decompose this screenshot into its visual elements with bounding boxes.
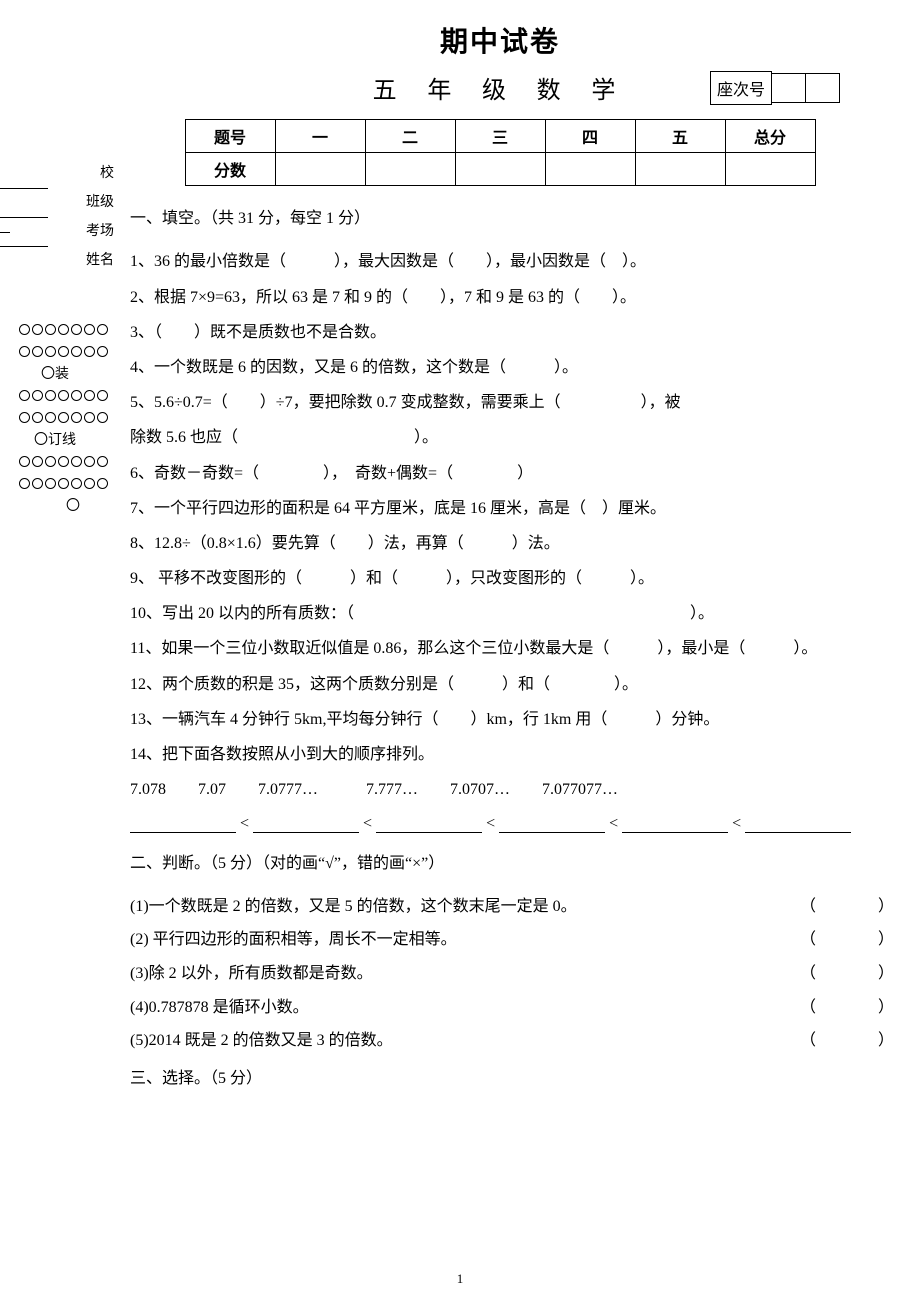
section-2-head: 二、判断。（5 分）（对的画“√”，错的画“×”） <box>130 849 870 879</box>
score-cell[interactable] <box>635 153 725 186</box>
row-label: 题号 <box>185 120 275 153</box>
seat-number: 座次号 <box>710 71 840 105</box>
q2: 2、根据 7×9=63，所以 63 是 7 和 9 的（ ），7 和 9 是 6… <box>130 280 870 315</box>
page-number: 1 <box>0 1271 920 1287</box>
section-3-head: 三、选择。（5 分） <box>130 1064 870 1094</box>
judge-4: (4)0.787878 是循环小数。 （ ） <box>130 991 870 1025</box>
room-label: 考场 <box>0 218 114 247</box>
q5b: 除数 5.6 也应（ ）。 <box>130 420 870 455</box>
binding-circles: 〇装 〇订线 〇 <box>0 320 110 518</box>
judge-blank[interactable]: （ ） <box>800 890 870 924</box>
exam-title: 期中试卷 <box>130 20 870 60</box>
score-cell[interactable] <box>455 153 545 186</box>
col-total: 总分 <box>725 120 815 153</box>
student-info: 校 班级 考场 姓名 <box>0 0 120 275</box>
score-cell[interactable] <box>725 153 815 186</box>
table-row: 分数 <box>185 153 815 186</box>
col-4: 四 <box>545 120 635 153</box>
q12: 12、两个质数的积是 35，这两个质数分别是（ ）和（ ）。 <box>130 667 870 702</box>
judge-blank[interactable]: （ ） <box>800 991 870 1025</box>
score-cell[interactable] <box>545 153 635 186</box>
score-cell[interactable] <box>365 153 455 186</box>
margin-rule <box>0 232 10 233</box>
binding-margin: 校 班级 考场 姓名 〇装 〇订线 〇 <box>0 0 120 275</box>
score-cell[interactable] <box>275 153 365 186</box>
judge-1: (1)一个数既是 2 的倍数，又是 5 的倍数，这个数末尾一定是 0。 （ ） <box>130 890 870 924</box>
q4: 4、一个数既是 6 的因数，又是 6 的倍数，这个数是（ ）。 <box>130 350 870 385</box>
seat-label: 座次号 <box>710 71 772 105</box>
col-5: 五 <box>635 120 725 153</box>
binding-ding: 〇订线 <box>0 430 110 452</box>
q7: 7、一个平行四边形的面积是 64 平方厘米，底是 16 厘米，高是（ ）厘米。 <box>130 491 870 526</box>
q1: 1、36 的最小倍数是（ ），最大因数是（ ），最小因数是（ ）。 <box>130 244 870 279</box>
judge-blank[interactable]: （ ） <box>800 1024 870 1058</box>
q14: 14、把下面各数按照从小到大的顺序排列。 <box>130 737 870 772</box>
name-label: 姓名 <box>0 247 114 275</box>
q3: 3、（ ）既不是质数也不是合数。 <box>130 315 870 350</box>
judge-5: (5)2014 既是 2 的倍数又是 3 的倍数。 （ ） <box>130 1024 870 1058</box>
col-3: 三 <box>455 120 545 153</box>
q14-numbers: 7.078 7.07 7.0777… 7.777… 7.0707… 7.0770… <box>130 772 870 807</box>
q9: 9、 平移不改变图形的（ ）和（ ），只改变图形的（ ）。 <box>130 561 870 596</box>
exam-subtitle: 五 年 级 数 学 <box>373 70 628 105</box>
binding-zhuang: 〇装 <box>0 364 110 386</box>
school-label: 校 <box>0 160 114 189</box>
exam-content: 期中试卷 五 年 级 数 学 座次号 题号 一 二 三 四 五 总分 分数 一 <box>130 20 900 1104</box>
seat-box-2[interactable] <box>806 73 840 103</box>
table-row: 题号 一 二 三 四 五 总分 <box>185 120 815 153</box>
class-label: 班级 <box>0 189 114 218</box>
judge-blank[interactable]: （ ） <box>800 957 870 991</box>
ordering-blanks[interactable]: < < < < < <box>130 813 870 833</box>
row-label: 分数 <box>185 153 275 186</box>
q10: 10、写出 20 以内的所有质数：（ ）。 <box>130 596 870 631</box>
judge-3: (3)除 2 以外，所有质数都是奇数。 （ ） <box>130 957 870 991</box>
q11: 11、如果一个三位小数取近似值是 0.86，那么这个三位小数最大是（ ），最小是… <box>130 631 870 666</box>
q6: 6、奇数－奇数=（ ）， 奇数+偶数=（ ） <box>130 456 870 491</box>
section-1-head: 一、填空。（共 31 分，每空 1 分） <box>130 204 870 234</box>
seat-box-1[interactable] <box>772 73 806 103</box>
col-1: 一 <box>275 120 365 153</box>
judge-blank[interactable]: （ ） <box>800 923 870 957</box>
q5a: 5、5.6÷0.7=（ ）÷7，要把除数 0.7 变成整数，需要乘上（ ），被 <box>130 385 870 420</box>
col-2: 二 <box>365 120 455 153</box>
score-table: 题号 一 二 三 四 五 总分 分数 <box>185 119 816 186</box>
judge-2: (2) 平行四边形的面积相等，周长不一定相等。 （ ） <box>130 923 870 957</box>
q13: 13、一辆汽车 4 分钟行 5km,平均每分钟行（ ）km，行 1km 用（ ）… <box>130 702 870 737</box>
q8: 8、12.8÷（0.8×1.6）要先算（ ）法，再算（ ）法。 <box>130 526 870 561</box>
